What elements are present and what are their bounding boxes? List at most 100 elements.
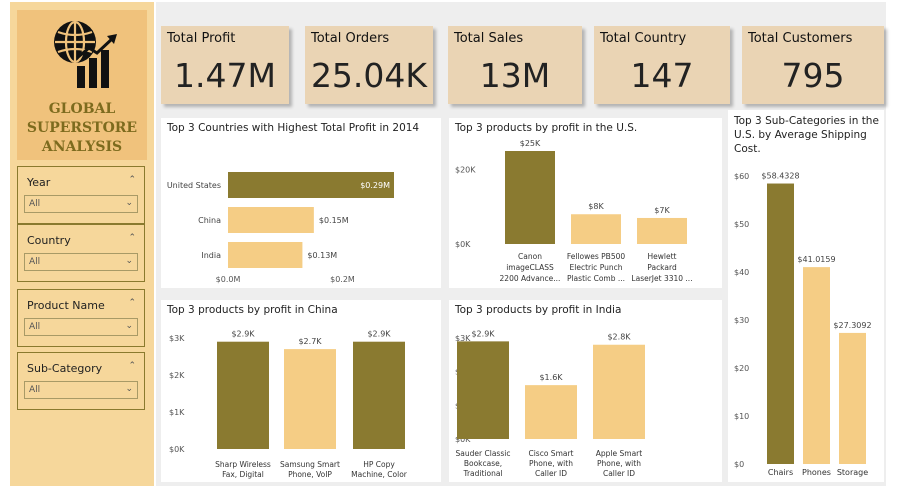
country-dropdown[interactable]: All ⌄ [24,253,138,271]
category-label: Phone, VoIP [288,470,332,479]
category-label: Bookcase, [464,459,502,468]
chart-india-products-profit: Top 3 products by profit in India $0K$1K… [449,300,722,482]
dropdown-value: All [29,322,41,332]
kpi-value: 147 [630,56,694,95]
x-tick-label: $0.0M [216,275,241,284]
bar [228,242,303,268]
slicer-product-name[interactable]: Product Name ⌃ All ⌄ [17,289,145,347]
y-tick-label: $20 [734,364,749,373]
logo-title: GLOBAL SUPERSTORE ANALYSIS [17,100,147,157]
y-tick-label: $2K [169,371,185,380]
data-label: $58.4328 [761,172,799,181]
category-label: Storage [837,468,868,477]
category-label: Chairs [768,468,793,477]
slicer-label: Product Name [27,299,105,312]
y-tick-label: $0K [169,445,185,454]
sidebar: GLOBAL SUPERSTORE ANALYSIS Year ⌃ All ⌄ … [10,2,154,486]
chart-title: Top 3 products by profit in China [167,304,338,316]
bar [228,172,394,198]
kpi-label: Total Orders [311,31,390,46]
bar [839,332,866,464]
category-label: imageCLASS [506,263,554,272]
slicer-year[interactable]: Year ⌃ All ⌄ [17,166,145,224]
chevron-down-icon: ⌄ [125,321,133,331]
category-label: Fellowes PB500 [567,252,626,261]
bar [767,183,794,464]
sub-category-dropdown[interactable]: All ⌄ [24,381,138,399]
chart-canvas: $0 $10 $20 $30 $40 $50 $60 $58.4328 Chairs $41.01… [734,172,872,477]
bar [353,341,405,449]
category-label: Phone, with [597,459,641,468]
category-label: Phones [802,468,831,477]
chart-title: Top 3 products by profit in the U.S. [455,122,638,134]
category-label: Plastic Comb ... [567,274,625,283]
category-label: Packard [647,263,677,272]
chart-countries-profit-2014: Top 3 Countries with Highest Total Profi… [161,118,441,288]
data-label: $0.13M [307,251,337,260]
product-name-dropdown[interactable]: All ⌄ [24,318,138,336]
bar [228,207,314,233]
category-label: Electric Punch [570,263,623,272]
category-label: Canon [518,252,542,261]
chevron-up-icon[interactable]: ⌃ [128,298,136,308]
slicer-label: Country [27,234,71,247]
slicer-sub-category[interactable]: Sub-Category ⌃ All ⌄ [17,352,145,410]
y-tick-label: $1K [169,408,185,417]
kpi-total-profit: Total Profit 1.47M [161,26,289,104]
chart-china-products-profit: Top 3 products by profit in China $0K $1K… [161,300,441,482]
category-label: Machine, Color [351,470,408,479]
chart-canvas: $0K $20K $25K Canon imageCLASS 2200 Advance..… [455,139,693,283]
slicer-country[interactable]: Country ⌃ All ⌄ [17,224,145,282]
dropdown-value: All [29,385,41,395]
category-label: Caller ID [535,469,567,478]
chart-title: Top 3 Sub-Categories in the U.S. by Aver… [734,115,879,155]
y-tick-label: $0K [455,240,471,249]
data-label: $2.8K [607,333,631,342]
category-label: LaserJet 3310 ... [631,274,692,283]
kpi-total-orders: Total Orders 25.04K [305,26,433,104]
chart-canvas: United States $0.29M China $0.15M India $0.13… [167,172,394,284]
x-tick-label: $0.2M [330,275,355,284]
bar [457,341,509,439]
y-tick-label: $3K [169,334,185,343]
chart-us-products-profit: Top 3 products by profit in the U.S. $0K… [449,118,722,288]
category-label: Hewlett [648,252,677,261]
globe-growth-icon [54,20,117,88]
dropdown-value: All [29,199,41,209]
bar [803,267,830,464]
y-tick-label: $0K [455,435,471,444]
year-dropdown[interactable]: All ⌄ [24,195,138,213]
slicer-label: Sub-Category [27,362,103,375]
category-label: Samsung Smart [280,460,340,469]
y-tick-label: $30 [734,316,749,325]
data-label: $41.0159 [797,255,835,264]
y-tick-label: $0 [734,460,744,469]
main-area: Total Profit 1.47M Total Orders 25.04K T… [156,2,886,486]
chart-title: Top 3 Countries with Highest Total Profi… [167,122,420,134]
chevron-down-icon: ⌄ [125,384,133,394]
category-label: 2200 Advance... [500,274,561,283]
category-label: HP Copy [363,460,395,469]
data-label: $0.15M [319,216,349,225]
chevron-up-icon[interactable]: ⌃ [128,233,136,243]
y-tick-label: $10 [734,412,749,421]
kpi-value: 13M [479,56,551,95]
kpi-value: 1.47M [174,56,276,95]
chevron-up-icon[interactable]: ⌃ [128,175,136,185]
y-tick-label: $50 [734,220,749,229]
chevron-down-icon: ⌄ [125,256,133,266]
category-label: Apple Smart [596,449,642,458]
data-label: $25K [520,139,541,148]
bar [505,151,555,244]
logo-title-line: SUPERSTORE [26,120,138,136]
data-label: $27.3092 [833,321,871,330]
chevron-up-icon[interactable]: ⌃ [128,361,136,371]
data-label: $7K [654,206,670,215]
kpi-total-customers: Total Customers 795 [742,26,884,104]
data-label: $1.6K [539,373,563,382]
bar [284,349,336,449]
data-label: $2.9K [471,329,495,338]
